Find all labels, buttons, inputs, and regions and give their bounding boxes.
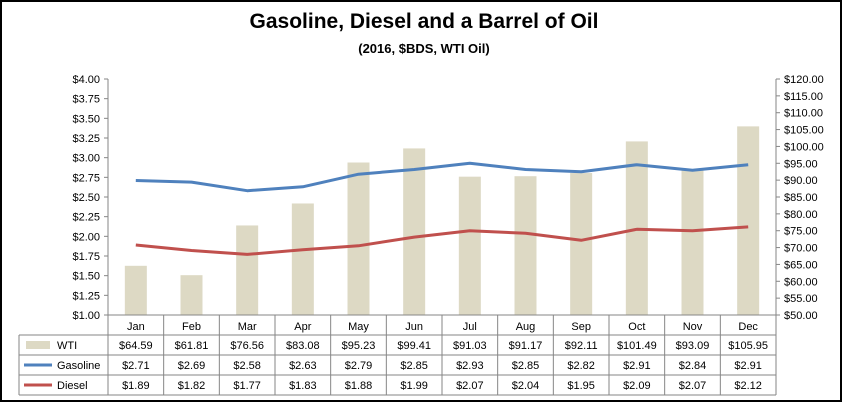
table-cell-wti: $91.03	[453, 340, 487, 352]
right-axis-tick-label: $100.00	[784, 141, 824, 153]
chart-frame	[0, 0, 842, 402]
chart-subtitle: (2016, $BDS, WTI Oil)	[358, 41, 490, 56]
left-axis-tick-label: $2.50	[72, 192, 100, 204]
right-axis-tick-label: $50.00	[784, 310, 818, 322]
right-axis-tick-label: $115.00	[784, 91, 823, 103]
x-axis-category-label: Jun	[405, 321, 423, 333]
left-axis-tick-label: $1.50	[72, 271, 100, 283]
left-axis-tick-label: $3.25	[72, 133, 100, 145]
gasoline-line	[135, 161, 749, 193]
table-cell-wti: $101.49	[617, 340, 657, 352]
table-cell-wti: $83.08	[286, 340, 320, 352]
right-axis-tick-label: $80.00	[784, 209, 818, 221]
left-axis-tick-label: $1.25	[72, 290, 100, 302]
left-axis-tick-label: $2.00	[72, 231, 100, 243]
x-axis-category-label: Oct	[628, 321, 645, 333]
wti-bar	[458, 176, 481, 315]
right-axis-tick-label: $85.00	[784, 192, 818, 204]
left-axis-tick-label: $1.75	[72, 251, 100, 263]
wti-bar	[347, 162, 370, 315]
table-cell-diesel: $1.77	[233, 380, 261, 392]
right-axis-tick-label: $110.00	[784, 108, 823, 120]
x-axis-category-label: Aug	[516, 321, 536, 333]
table-cell-gasoline: $2.79	[345, 360, 373, 372]
table-cell-diesel: $2.04	[512, 380, 540, 392]
wti-bar	[403, 148, 426, 315]
wti-bar	[291, 203, 314, 315]
legend-label-gasoline: Gasoline	[57, 360, 100, 372]
right-axis-tick-label: $55.00	[784, 293, 818, 305]
right-axis-tick-label: $120.00	[784, 74, 824, 86]
table-cell-diesel: $1.82	[178, 380, 206, 392]
wti-bar	[737, 126, 760, 316]
left-axis-tick-label: $1.00	[72, 310, 100, 322]
x-axis-category-label: May	[348, 321, 369, 333]
table-cell-diesel: $1.83	[289, 380, 317, 392]
table-cell-wti: $99.41	[397, 340, 431, 352]
table-cell-diesel: $1.99	[400, 380, 428, 392]
table-cell-wti: $95.23	[342, 340, 376, 352]
table-cell-gasoline: $2.69	[178, 360, 206, 372]
table-cell-wti: $61.81	[175, 340, 209, 352]
diesel-line	[135, 225, 749, 256]
table-cell-gasoline: $2.63	[289, 360, 317, 372]
table-cell-diesel: $2.07	[456, 380, 484, 392]
table-cell-diesel: $2.07	[679, 380, 707, 392]
table-cell-gasoline: $2.93	[456, 360, 484, 372]
x-axis-category-label: Apr	[294, 321, 311, 333]
table-cell-diesel: $1.89	[122, 380, 150, 392]
right-axis-tick-label: $70.00	[784, 243, 818, 255]
wti-bar	[180, 275, 203, 315]
x-axis-category-label: Jul	[463, 321, 477, 333]
table-cell-diesel: $1.95	[567, 380, 595, 392]
right-axis-tick-label: $60.00	[784, 276, 818, 288]
table-cell-diesel: $1.88	[345, 380, 373, 392]
left-axis-tick-label: $3.50	[72, 113, 100, 125]
table-cell-gasoline: $2.91	[734, 360, 762, 372]
table-cell-gasoline: $2.91	[623, 360, 651, 372]
table-cell-wti: $92.11	[565, 340, 598, 352]
left-axis-tick-label: $3.00	[72, 153, 100, 165]
x-axis-category-label: Sep	[571, 321, 591, 333]
table-cell-wti: $105.95	[728, 340, 768, 352]
table-cell-gasoline: $2.71	[122, 360, 150, 372]
x-axis-category-label: Feb	[182, 321, 201, 333]
legend-label-wti: WTI	[57, 340, 77, 352]
table-cell-gasoline: $2.85	[512, 360, 540, 372]
table-cell-wti: $93.09	[676, 340, 710, 352]
right-axis-tick-label: $90.00	[784, 175, 818, 187]
x-axis-category-label: Dec	[738, 321, 758, 333]
legend-label-diesel: Diesel	[57, 380, 88, 392]
wti-bar	[236, 225, 259, 315]
left-axis-tick-label: $3.75	[72, 94, 100, 106]
wti-bar	[124, 265, 147, 315]
table-cell-gasoline: $2.82	[567, 360, 595, 372]
x-axis-category-label: Nov	[683, 321, 703, 333]
left-axis-tick-label: $2.75	[72, 172, 100, 184]
chart-title: Gasoline, Diesel and a Barrel of Oil	[249, 10, 599, 33]
right-axis-tick-label: $95.00	[784, 158, 818, 170]
table-cell-diesel: $2.12	[734, 380, 762, 392]
left-axis-tick-label: $4.00	[72, 74, 100, 86]
table-cell-wti: $64.59	[119, 340, 153, 352]
table-cell-gasoline: $2.58	[233, 360, 261, 372]
wti-bar	[570, 173, 593, 315]
x-axis-category-label: Mar	[238, 321, 257, 333]
table-cell-wti: $91.17	[509, 340, 543, 352]
table-cell-diesel: $2.09	[623, 380, 651, 392]
left-axis-tick-label: $2.25	[72, 212, 100, 224]
table-cell-gasoline: $2.84	[679, 360, 707, 372]
right-axis-tick-label: $65.00	[784, 259, 818, 271]
legend-key-wti	[26, 341, 50, 349]
table-cell-gasoline: $2.85	[400, 360, 428, 372]
table-cell-wti: $76.56	[230, 340, 264, 352]
right-axis-tick-label: $75.00	[784, 226, 818, 238]
right-axis-tick-label: $105.00	[784, 125, 824, 137]
wti-bar	[681, 169, 704, 315]
x-axis-category-label: Jan	[127, 321, 145, 333]
wti-bar	[514, 176, 537, 315]
